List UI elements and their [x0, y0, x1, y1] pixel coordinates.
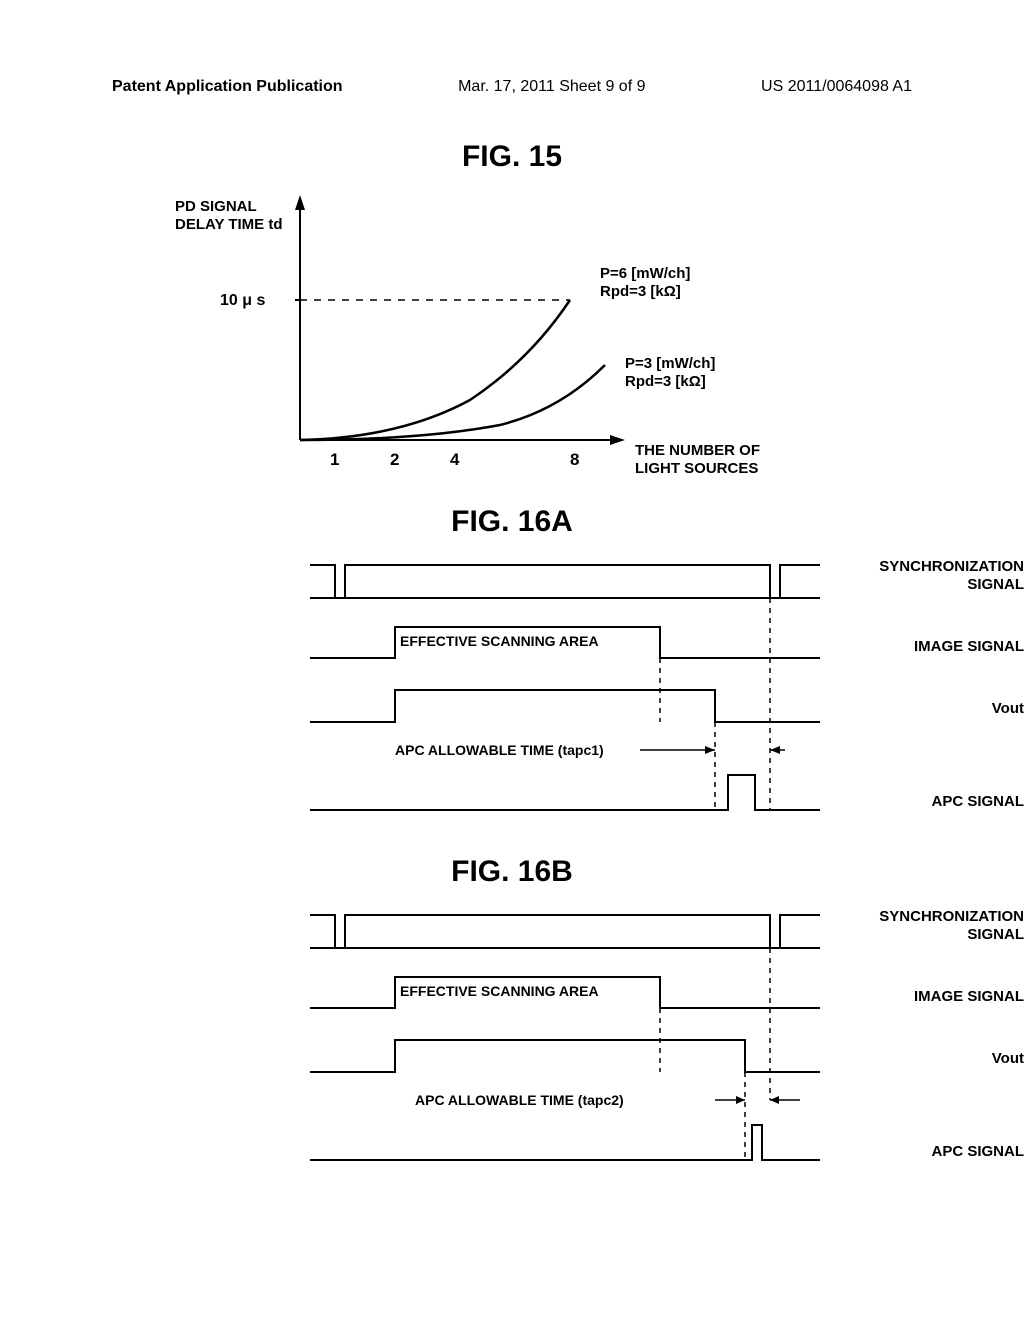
- fig15-xtick-8: 8: [570, 450, 579, 470]
- fig15-ylabel: PD SIGNAL DELAY TIME td: [175, 198, 283, 234]
- fig15-curve1-label: P=6 [mW/ch] Rpd=3 [kΩ]: [600, 265, 690, 301]
- fig16b-sync-label: SYNCHRONIZATION SIGNAL: [724, 908, 1024, 944]
- fig16a-sync-label: SYNCHRONIZATION SIGNAL: [724, 558, 1024, 594]
- fig16b-title: FIG. 16B: [0, 855, 1024, 889]
- fig16a-esa-label: EFFECTIVE SCANNING AREA: [400, 633, 599, 649]
- fig15-curve2-label: P=3 [mW/ch] Rpd=3 [kΩ]: [625, 355, 715, 391]
- fig16b-image-label: IMAGE SIGNAL: [724, 988, 1024, 1006]
- fig16a-apctime-label: APC ALLOWABLE TIME (tapc1): [395, 742, 604, 758]
- fig16b-esa-label: EFFECTIVE SCANNING AREA: [400, 983, 599, 999]
- fig16a-title: FIG. 16A: [0, 505, 1024, 539]
- fig16a-image-label: IMAGE SIGNAL: [724, 638, 1024, 656]
- fig15-ytick: 10 μ s: [220, 292, 265, 310]
- fig16a-apc-label: APC SIGNAL: [724, 793, 1024, 811]
- fig16b-vout-label: Vout: [724, 1050, 1024, 1068]
- fig15-chart: [0, 0, 1024, 520]
- fig16a-vout-label: Vout: [724, 700, 1024, 718]
- fig15-xtick-2: 2: [390, 450, 399, 470]
- fig16b-apctime-label: APC ALLOWABLE TIME (tapc2): [415, 1092, 624, 1108]
- fig15-xtick-4: 4: [450, 450, 459, 470]
- fig15-xtick-1: 1: [330, 450, 339, 470]
- fig16b-apc-label: APC SIGNAL: [724, 1143, 1024, 1161]
- fig15-xlabel: THE NUMBER OF LIGHT SOURCES: [635, 442, 760, 478]
